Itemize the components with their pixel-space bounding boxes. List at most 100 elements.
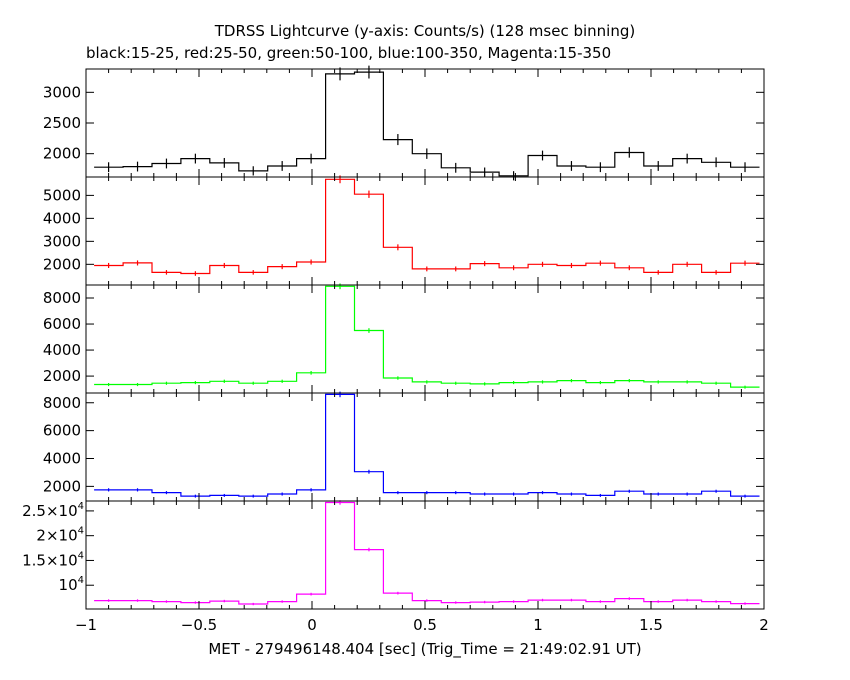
series-2-point xyxy=(715,271,717,273)
series-1-point xyxy=(194,157,196,160)
series-1-point xyxy=(108,166,110,168)
series-4-point xyxy=(484,493,486,495)
series-1-point xyxy=(744,166,746,168)
series-4-point xyxy=(281,493,283,495)
y-tick-label: 5000 xyxy=(43,186,81,204)
series-3-point xyxy=(165,382,168,384)
series-4-point xyxy=(194,495,196,497)
x-tick-label: 0 xyxy=(307,616,317,634)
y-tick-label: 2000 xyxy=(43,367,81,385)
series-5-point xyxy=(599,600,601,603)
y-tick-label: 2×104 xyxy=(36,526,84,545)
series-1-point xyxy=(136,165,139,168)
y-tick-label: 4000 xyxy=(43,209,81,227)
series-4-point xyxy=(744,495,746,497)
x-tick-label: 1 xyxy=(533,616,543,634)
series-3-point xyxy=(512,381,515,384)
series-3-line xyxy=(94,285,760,388)
series-5-point xyxy=(165,600,168,603)
series-1-point xyxy=(223,162,225,164)
series-5-point xyxy=(657,600,659,603)
series-1-line xyxy=(94,71,760,177)
series-2-point xyxy=(426,268,428,270)
series-2-point xyxy=(744,262,746,264)
series-1-point xyxy=(570,165,573,167)
series-5-point xyxy=(194,601,196,604)
series-4-point xyxy=(628,490,630,492)
series-1-point xyxy=(628,151,630,154)
chart-subtitle: black:15-25, red:25-50, green:50-100, bl… xyxy=(86,44,612,62)
y-tick-label: 4000 xyxy=(43,449,81,467)
series-3-point xyxy=(339,285,341,287)
panel-3-frame xyxy=(85,284,765,394)
series-5-line xyxy=(94,501,760,605)
series-2-point xyxy=(310,261,312,263)
series-4-point xyxy=(455,492,457,494)
series-4-point xyxy=(252,495,254,497)
series-1-point xyxy=(715,161,717,163)
series-3-point xyxy=(108,383,110,386)
series-4-point xyxy=(223,494,225,497)
y-tick-label: 2000 xyxy=(43,477,81,495)
series-5-point xyxy=(281,600,283,603)
series-5-point xyxy=(541,599,544,601)
panel-1-frame xyxy=(85,68,765,178)
series-2-point xyxy=(223,264,225,267)
series-3-point xyxy=(657,381,659,383)
series-4-point xyxy=(512,493,515,495)
series-4-point xyxy=(108,489,110,491)
series-2-point xyxy=(599,262,601,264)
series-1-point xyxy=(484,171,486,173)
series-2-line xyxy=(94,178,760,275)
series-3-point xyxy=(368,329,370,332)
series-5-point xyxy=(686,599,688,601)
series-3-point xyxy=(686,381,688,383)
panel-5-frame xyxy=(85,500,765,610)
series-5-point xyxy=(455,601,457,604)
series-5-point xyxy=(570,599,573,601)
series-1-point xyxy=(397,138,399,141)
series-3-point xyxy=(252,382,254,384)
series-3-point xyxy=(397,377,399,379)
series-3-point xyxy=(455,382,457,384)
series-4-point xyxy=(397,492,399,494)
y-tick-label: 104 xyxy=(59,575,84,594)
series-3-point xyxy=(744,386,746,388)
y-tick-label: 2500 xyxy=(43,114,81,132)
y-tick-label: 2000 xyxy=(43,145,81,163)
series-2-point xyxy=(541,263,544,265)
series-1-point xyxy=(310,157,312,160)
series-4-point xyxy=(541,492,544,494)
series-2-point xyxy=(252,271,254,273)
series-5-point xyxy=(223,600,225,602)
series-2-point xyxy=(455,268,457,270)
series-2-point xyxy=(686,263,688,265)
series-2-point xyxy=(657,271,659,273)
series-3-point xyxy=(715,382,717,384)
series-5-point xyxy=(339,501,341,504)
x-tick-label: 2 xyxy=(759,616,769,634)
y-tick-label: 3000 xyxy=(43,83,81,101)
series-3-point xyxy=(628,380,630,382)
series-4-point xyxy=(310,489,312,491)
series-2-point xyxy=(194,272,196,275)
series-5-point xyxy=(426,599,428,602)
chart-title: TDRSS Lightcurve (y-axis: Counts/s) (128… xyxy=(214,22,636,40)
y-tick-label: 8000 xyxy=(43,394,81,412)
series-1-point xyxy=(426,153,428,155)
series-4-point xyxy=(686,493,688,495)
x-tick-label: 0.5 xyxy=(413,616,437,634)
series-1-point xyxy=(455,167,457,169)
series-2-point xyxy=(281,266,283,268)
panel-4-frame xyxy=(85,392,765,502)
y-tick-label: 6000 xyxy=(43,422,81,440)
series-4-point xyxy=(165,492,168,494)
series-1-point xyxy=(252,170,254,172)
series-1-point xyxy=(686,157,688,160)
y-tick-label: 1.5×104 xyxy=(22,550,84,569)
series-2-point xyxy=(484,263,486,265)
series-4-line xyxy=(94,393,760,497)
series-2-point xyxy=(628,267,630,269)
series-4-point xyxy=(599,494,601,497)
